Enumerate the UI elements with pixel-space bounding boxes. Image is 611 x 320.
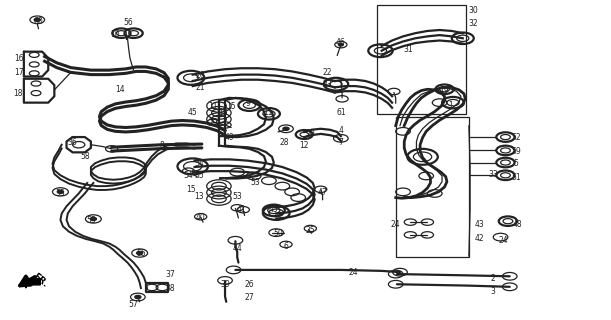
Text: 11: 11 (263, 108, 273, 117)
Text: 37: 37 (166, 269, 175, 279)
Text: 25: 25 (306, 226, 315, 235)
Text: 50: 50 (306, 129, 315, 138)
Text: 31: 31 (403, 44, 412, 54)
Text: 6: 6 (284, 242, 288, 251)
Text: 39: 39 (220, 280, 230, 289)
Text: 55: 55 (86, 216, 96, 225)
Text: 24: 24 (391, 220, 401, 229)
Text: 13: 13 (218, 108, 228, 117)
Circle shape (137, 252, 143, 255)
Text: 52: 52 (511, 132, 521, 141)
Text: 28: 28 (279, 138, 289, 147)
Text: 53: 53 (251, 179, 260, 188)
Circle shape (90, 217, 97, 220)
Text: 7: 7 (338, 138, 343, 147)
Text: 11: 11 (208, 102, 218, 111)
Text: 41: 41 (236, 205, 246, 214)
Text: 10: 10 (111, 30, 120, 39)
Text: 49: 49 (224, 132, 234, 141)
Text: 5: 5 (513, 159, 518, 168)
Text: 19: 19 (440, 86, 449, 95)
Circle shape (135, 295, 141, 299)
Bar (378, 5, 466, 114)
Text: 23: 23 (322, 80, 332, 89)
Text: 45: 45 (269, 205, 279, 214)
Text: 27: 27 (244, 293, 254, 302)
Text: 58: 58 (80, 152, 90, 161)
Text: 59: 59 (511, 147, 521, 156)
Text: 9: 9 (245, 99, 250, 108)
Text: 51: 51 (511, 173, 521, 182)
Text: 61: 61 (336, 108, 346, 117)
Text: 60: 60 (34, 17, 43, 26)
Text: 42: 42 (474, 234, 484, 243)
Text: 38: 38 (166, 284, 175, 292)
Circle shape (283, 127, 289, 130)
Circle shape (57, 190, 64, 194)
Text: 57: 57 (129, 300, 139, 308)
Text: 18: 18 (13, 89, 23, 98)
Text: 29: 29 (208, 118, 218, 127)
Text: 13: 13 (194, 192, 203, 201)
Text: 15: 15 (226, 102, 236, 111)
Text: 40: 40 (196, 213, 205, 222)
Text: 3: 3 (491, 287, 496, 296)
Text: 43: 43 (474, 220, 484, 229)
Text: 17: 17 (14, 68, 24, 77)
Text: 55: 55 (56, 189, 65, 198)
Text: 45: 45 (188, 108, 197, 117)
Text: 1: 1 (448, 101, 453, 110)
Text: 2: 2 (491, 274, 496, 283)
Text: 56: 56 (124, 19, 134, 28)
Text: 46: 46 (336, 38, 346, 47)
Circle shape (338, 44, 343, 46)
Text: 12: 12 (299, 141, 309, 150)
Text: 24: 24 (348, 268, 358, 277)
Text: 50: 50 (273, 229, 283, 238)
Text: 4: 4 (338, 126, 343, 135)
Text: 48: 48 (513, 220, 522, 229)
Circle shape (34, 18, 40, 21)
Text: 33: 33 (488, 170, 498, 179)
Text: 47: 47 (318, 188, 327, 197)
Bar (396, 117, 469, 257)
Text: 35: 35 (194, 171, 203, 180)
Text: 20: 20 (196, 71, 205, 80)
Text: 55: 55 (136, 250, 146, 259)
Text: 8: 8 (160, 141, 164, 150)
Text: 21: 21 (196, 83, 205, 92)
Text: 30: 30 (468, 6, 478, 15)
Text: FR.: FR. (31, 272, 49, 289)
Text: 54: 54 (183, 172, 193, 180)
Text: 24: 24 (499, 236, 508, 245)
Text: 44: 44 (232, 244, 242, 253)
Text: 26: 26 (244, 280, 254, 289)
Text: 34: 34 (194, 159, 203, 168)
Text: 22: 22 (322, 68, 332, 77)
Polygon shape (22, 275, 40, 288)
Text: 32: 32 (468, 19, 478, 28)
Text: 53: 53 (232, 192, 242, 201)
Text: 36: 36 (68, 138, 78, 147)
Text: 16: 16 (14, 53, 24, 62)
Text: 14: 14 (115, 85, 125, 94)
Text: 15: 15 (186, 185, 196, 194)
